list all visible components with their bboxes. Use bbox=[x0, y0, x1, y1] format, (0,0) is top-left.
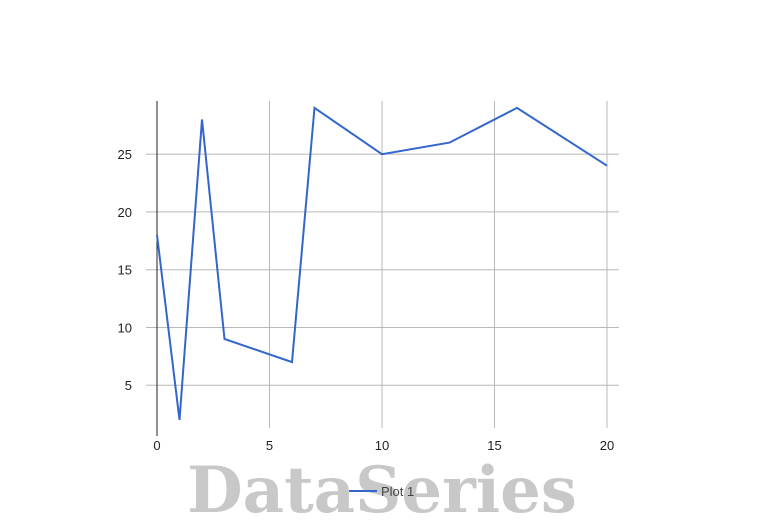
series-line bbox=[156, 106, 608, 421]
x-tick-label: 20 bbox=[600, 438, 614, 453]
legend-label: Plot 1 bbox=[381, 484, 414, 499]
legend: Plot 1 bbox=[349, 484, 414, 499]
y-tick-label: 15 bbox=[118, 263, 132, 278]
x-tick-label: 5 bbox=[266, 438, 273, 453]
tick-labels: 0 5 10 15 20 5 10 15 20 25 bbox=[118, 147, 615, 453]
x-tick-label: 0 bbox=[153, 438, 160, 453]
x-tick-label: 15 bbox=[487, 438, 501, 453]
watermark: DataSeries bbox=[187, 453, 577, 528]
y-tick-label: 10 bbox=[118, 320, 132, 335]
series-layer bbox=[156, 106, 608, 421]
y-tick-label: 5 bbox=[125, 378, 132, 393]
x-tick-label: 10 bbox=[375, 438, 389, 453]
y-tick-label: 20 bbox=[118, 205, 132, 220]
y-tick-label: 25 bbox=[118, 147, 132, 162]
